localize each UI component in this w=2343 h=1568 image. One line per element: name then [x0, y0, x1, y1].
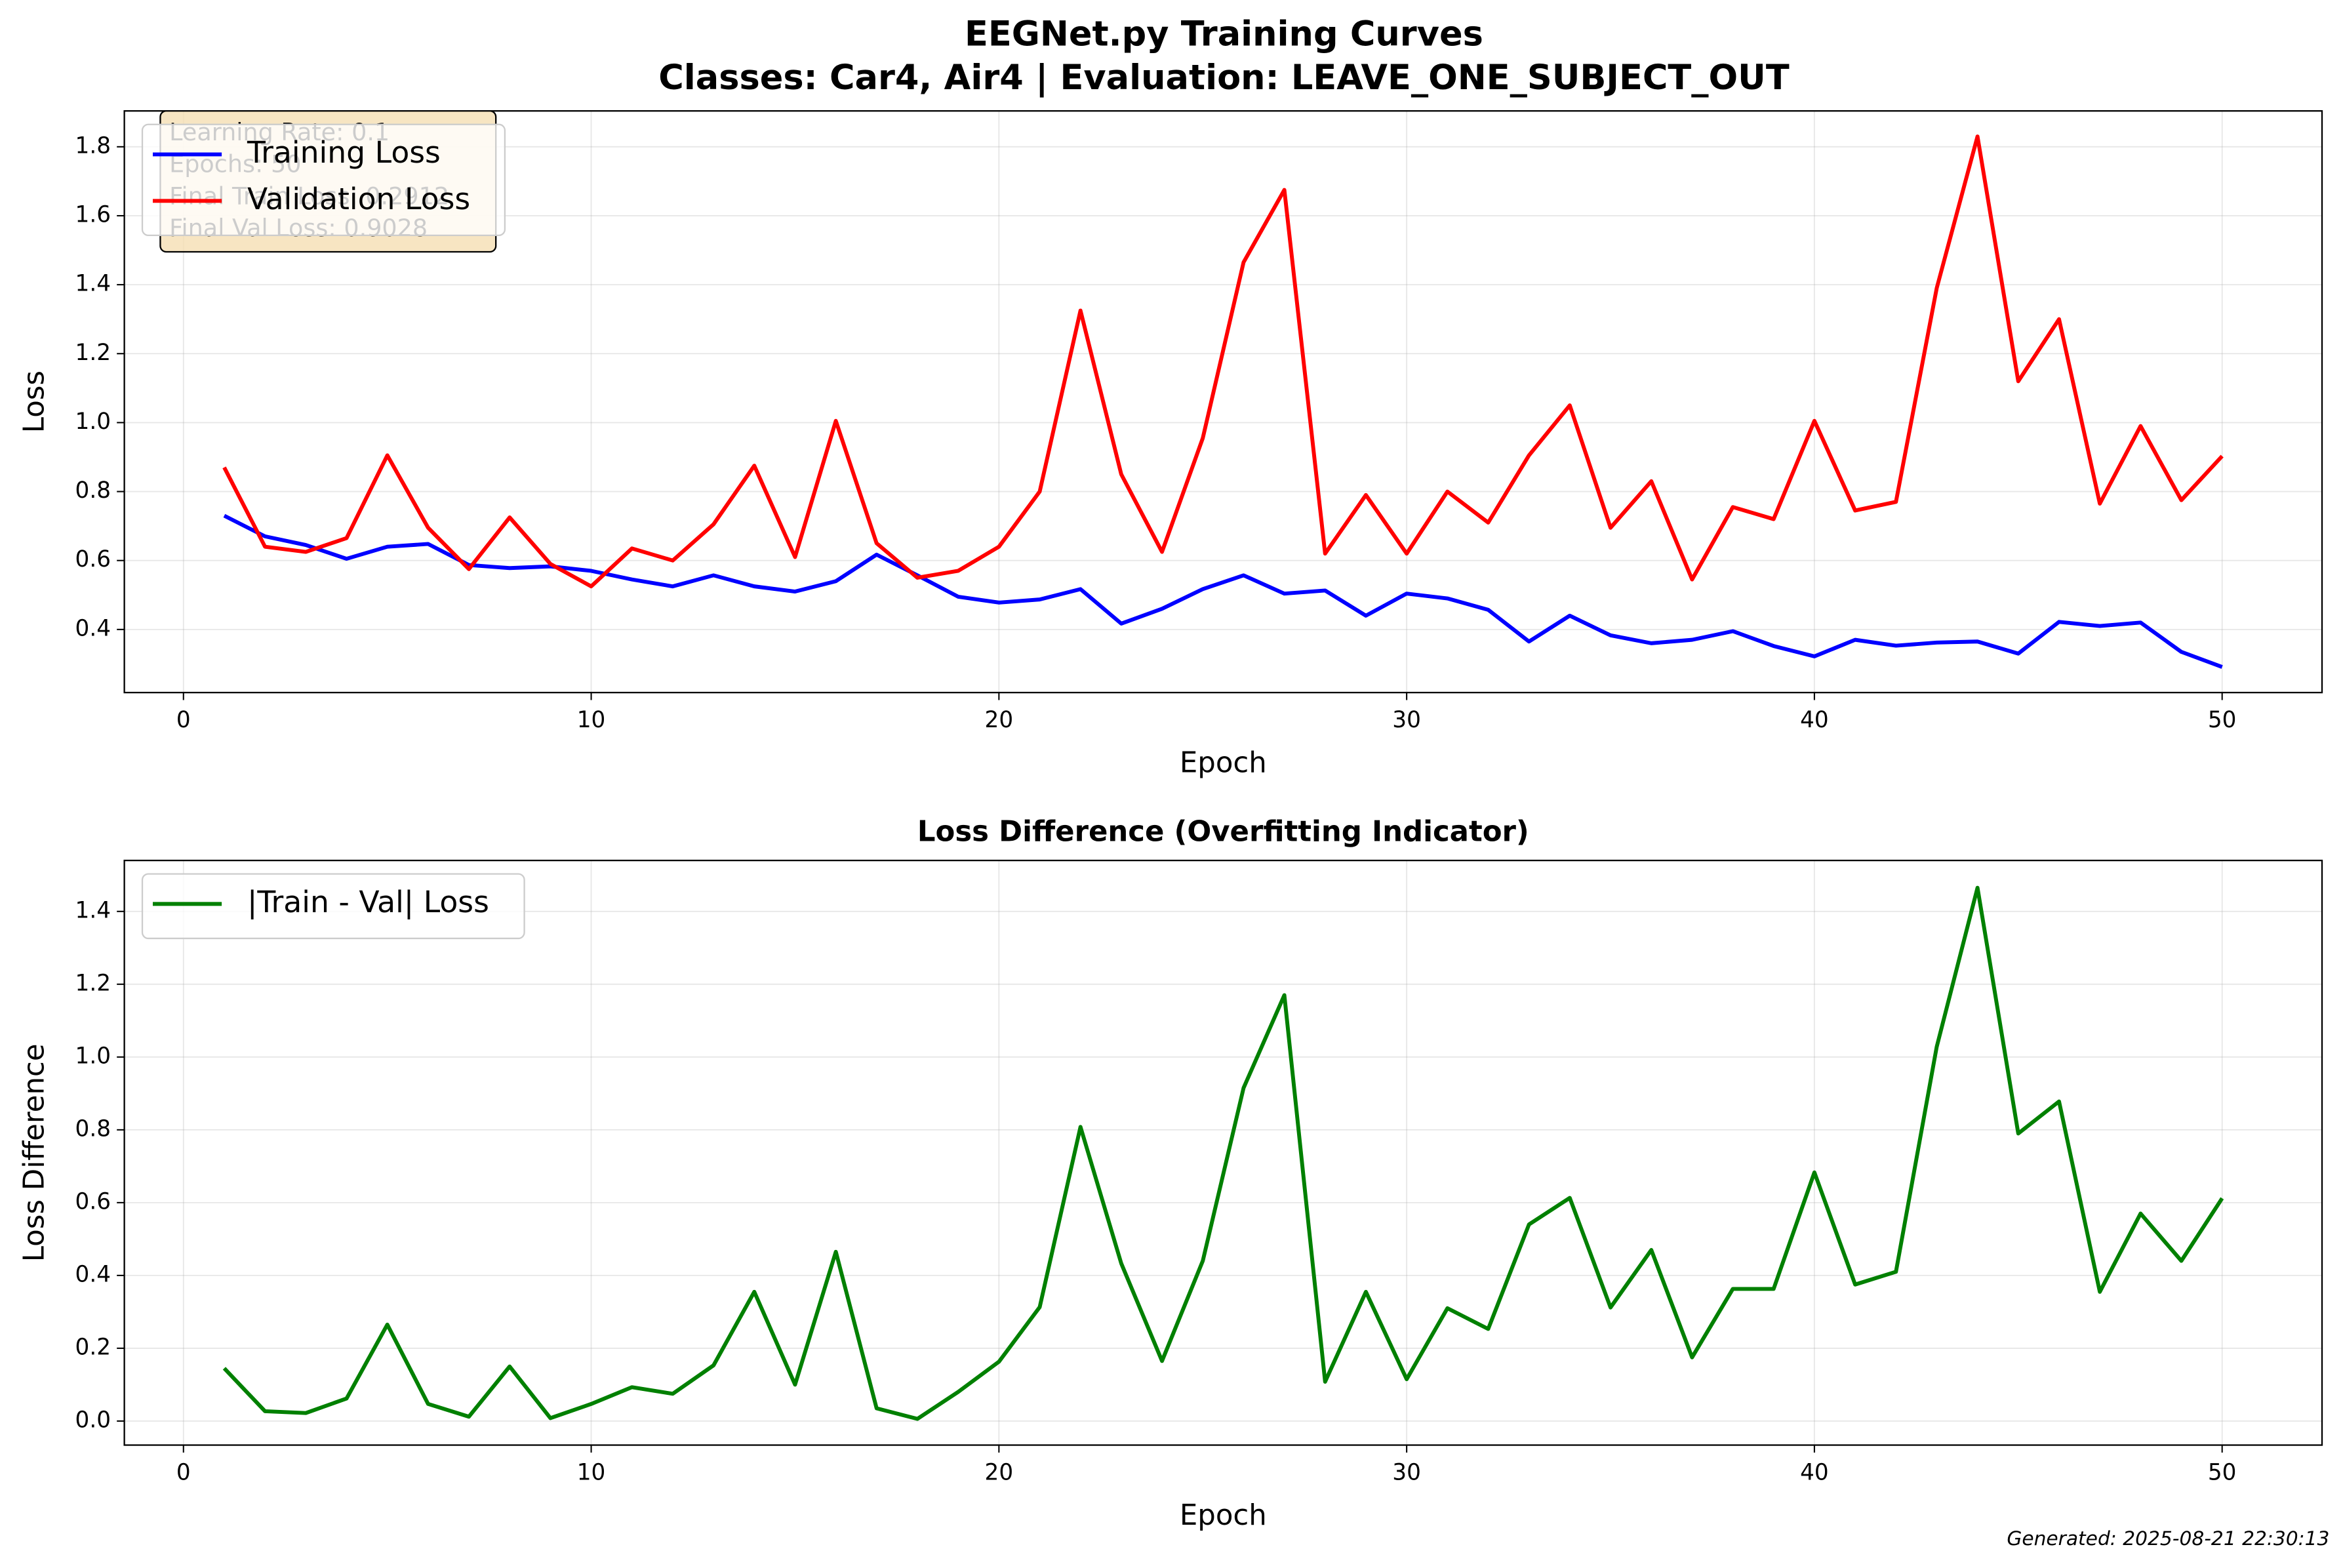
- x-axis-label: Epoch: [1180, 1499, 1267, 1532]
- y-tick-label: 1.2: [75, 340, 111, 366]
- footer: Generated: 2025-08-21 22:30:13: [2007, 1527, 2329, 1550]
- y-tick-label: 0.0: [75, 1407, 111, 1433]
- series-line: [222, 885, 2224, 1421]
- y-tick-label: 0.6: [75, 1188, 111, 1215]
- y-tick-label: 0.4: [75, 1261, 111, 1287]
- y-tick-label: 1.6: [75, 201, 111, 228]
- y-tick-label: 0.8: [75, 477, 111, 504]
- y-tick-label: 1.0: [75, 1043, 111, 1069]
- x-tick-label: 30: [1392, 707, 1421, 733]
- x-tick-label: 50: [2208, 1459, 2237, 1485]
- x-tick-label: 40: [1800, 707, 1829, 733]
- x-axis-label: Epoch: [1180, 746, 1267, 779]
- series-line: [222, 134, 2224, 589]
- legend-label: Validation Loss: [247, 182, 470, 216]
- y-tick-label: 0.4: [75, 615, 111, 641]
- axes-title: Loss Difference (Overfitting Indicator): [917, 815, 1529, 848]
- y-tick-label: 1.4: [75, 897, 111, 923]
- x-tick-label: 10: [577, 1459, 606, 1485]
- figure-title: EEGNet.py Training Curves: [965, 14, 1483, 54]
- legend-label: Training Loss: [247, 135, 441, 170]
- y-axis-label: Loss Difference: [18, 1043, 50, 1262]
- legend-box: [141, 123, 506, 237]
- y-tick-label: 0.8: [75, 1116, 111, 1142]
- x-tick-label: 0: [176, 1459, 191, 1485]
- y-tick-label: 1.2: [75, 970, 111, 996]
- x-tick-label: 10: [577, 707, 606, 733]
- legend-label: |Train - Val| Loss: [247, 885, 489, 920]
- y-axis-label: Loss: [18, 371, 50, 433]
- legend-box: [141, 873, 525, 940]
- y-tick-label: 1.4: [75, 271, 111, 297]
- x-tick-label: 0: [176, 707, 191, 733]
- x-tick-label: 40: [1800, 1459, 1829, 1485]
- y-tick-label: 0.2: [75, 1334, 111, 1360]
- figure-subtitle: Classes: Car4, Air4 | Evaluation: LEAVE_…: [658, 58, 1790, 98]
- axes-frame: [123, 110, 2323, 694]
- x-tick-label: 50: [2208, 707, 2237, 733]
- y-tick-label: 1.8: [75, 132, 111, 159]
- x-tick-label: 20: [985, 707, 1014, 733]
- x-tick-label: 30: [1392, 1459, 1421, 1485]
- axes-frame: [123, 859, 2323, 1446]
- y-tick-label: 1.0: [75, 409, 111, 435]
- y-tick-label: 0.6: [75, 546, 111, 573]
- x-tick-label: 20: [985, 1459, 1014, 1485]
